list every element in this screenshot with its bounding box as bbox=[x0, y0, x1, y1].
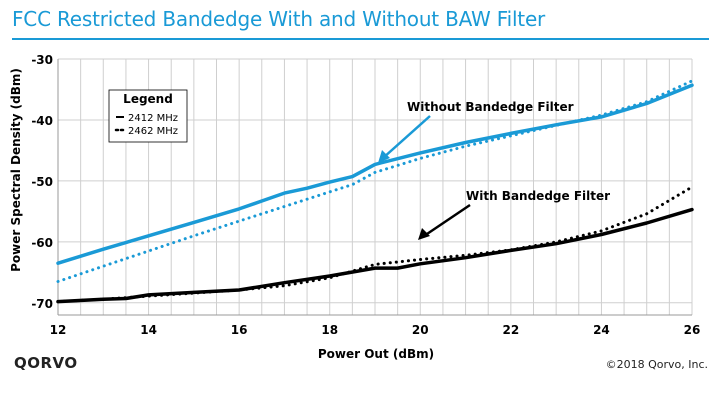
x-tick-label: 26 bbox=[684, 323, 701, 337]
x-tick-label: 12 bbox=[50, 323, 67, 337]
y-tick-label: -50 bbox=[31, 175, 53, 189]
annotations: Without Bandedge Filter With Bandedge Fi… bbox=[378, 100, 610, 240]
series-line-without-filter-2462mhz bbox=[56, 79, 694, 283]
grid bbox=[57, 58, 693, 316]
x-tick-label: 16 bbox=[231, 323, 248, 337]
x-tick-label: 20 bbox=[412, 323, 429, 337]
y-axis-label: Power Spectral Density (dBm) bbox=[9, 68, 23, 272]
legend-label-2462: 2462 MHz bbox=[128, 126, 178, 137]
x-axis-label: Power Out (dBm) bbox=[318, 347, 434, 361]
title-divider bbox=[12, 38, 709, 40]
series-line-with-filter-2412mhz bbox=[56, 207, 694, 304]
qorvo-logo: QORVO bbox=[14, 354, 78, 372]
arrowhead-without-filter bbox=[378, 150, 390, 163]
annotation-with-filter: With Bandedge Filter bbox=[466, 189, 610, 203]
x-tick-label: 18 bbox=[321, 323, 338, 337]
legend-title: Legend bbox=[123, 92, 173, 106]
annotation-without-filter: Without Bandedge Filter bbox=[407, 100, 574, 114]
x-tick-label: 24 bbox=[593, 323, 610, 337]
y-tick-label: -70 bbox=[31, 297, 53, 311]
copyright-text: ©2018 Qorvo, Inc. bbox=[605, 358, 708, 371]
y-tick-label: -40 bbox=[31, 114, 53, 128]
arrow-without-filter bbox=[382, 115, 431, 159]
x-tick-label: 14 bbox=[140, 323, 157, 337]
tick-labels: 12 14 16 18 20 22 24 26 -30 -40 -50 -60 -70 bbox=[31, 53, 700, 337]
arrow-with-filter bbox=[423, 203, 471, 238]
legend: Legend 2412 MHz 2462 MHz bbox=[108, 89, 188, 143]
arrowhead-with-filter bbox=[418, 228, 430, 240]
y-tick-label: -30 bbox=[31, 53, 53, 67]
legend-label-2412: 2412 MHz bbox=[128, 113, 178, 124]
chart-title: FCC Restricted Bandedge With and Without… bbox=[12, 7, 546, 31]
y-tick-label: -60 bbox=[31, 236, 53, 250]
series-lines bbox=[56, 79, 694, 304]
x-tick-label: 22 bbox=[503, 323, 520, 337]
